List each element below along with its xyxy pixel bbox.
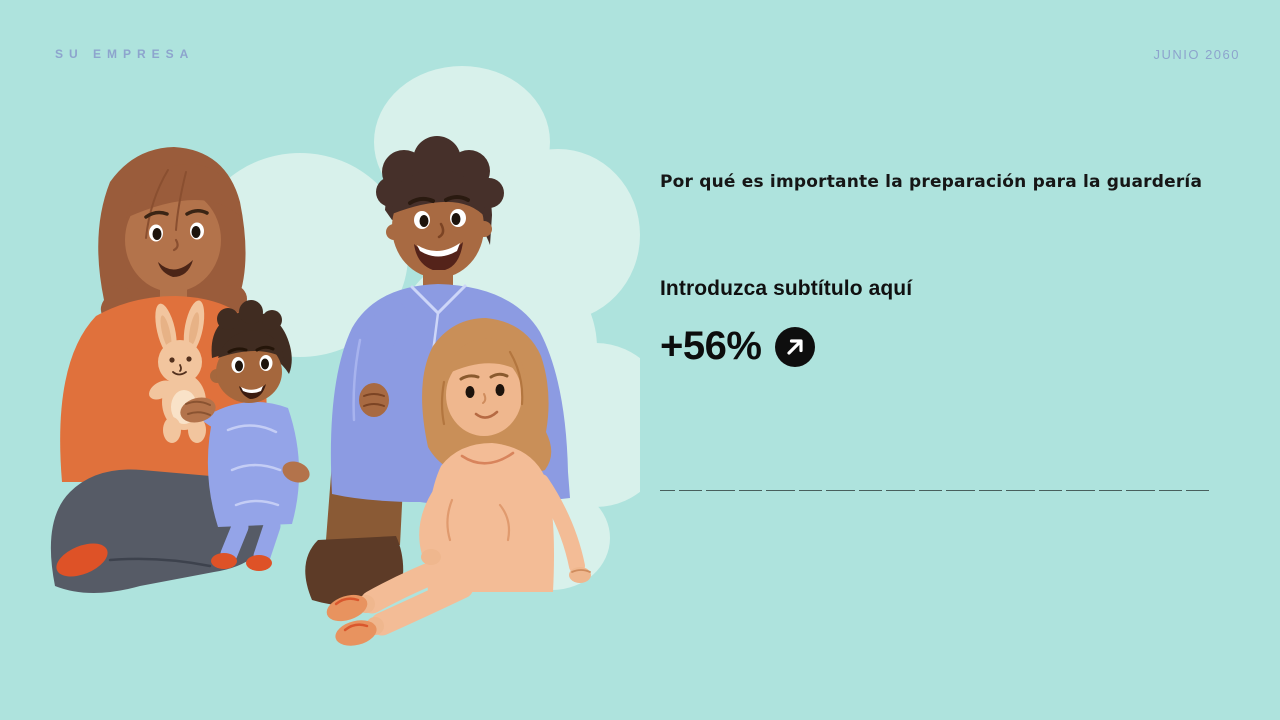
bunny-plush <box>149 300 216 443</box>
dashed-divider <box>660 490 1209 492</box>
arrow-up-right-icon <box>775 326 816 367</box>
stat-row: +56% <box>660 324 816 369</box>
slide-title: Por qué es importante la preparación par… <box>660 172 1203 192</box>
stat-value: +56% <box>660 324 762 368</box>
slide-date: JUNIO 2060 <box>1153 47 1240 62</box>
toddler-figure <box>184 300 310 571</box>
girl-figure <box>326 318 591 646</box>
text-content: Por qué es importante la preparación par… <box>660 0 1213 720</box>
slide-subtitle: Introduzca subtítulo aquí <box>660 277 913 300</box>
company-name: SU EMPRESA <box>55 47 195 61</box>
family-illustration <box>50 66 640 646</box>
